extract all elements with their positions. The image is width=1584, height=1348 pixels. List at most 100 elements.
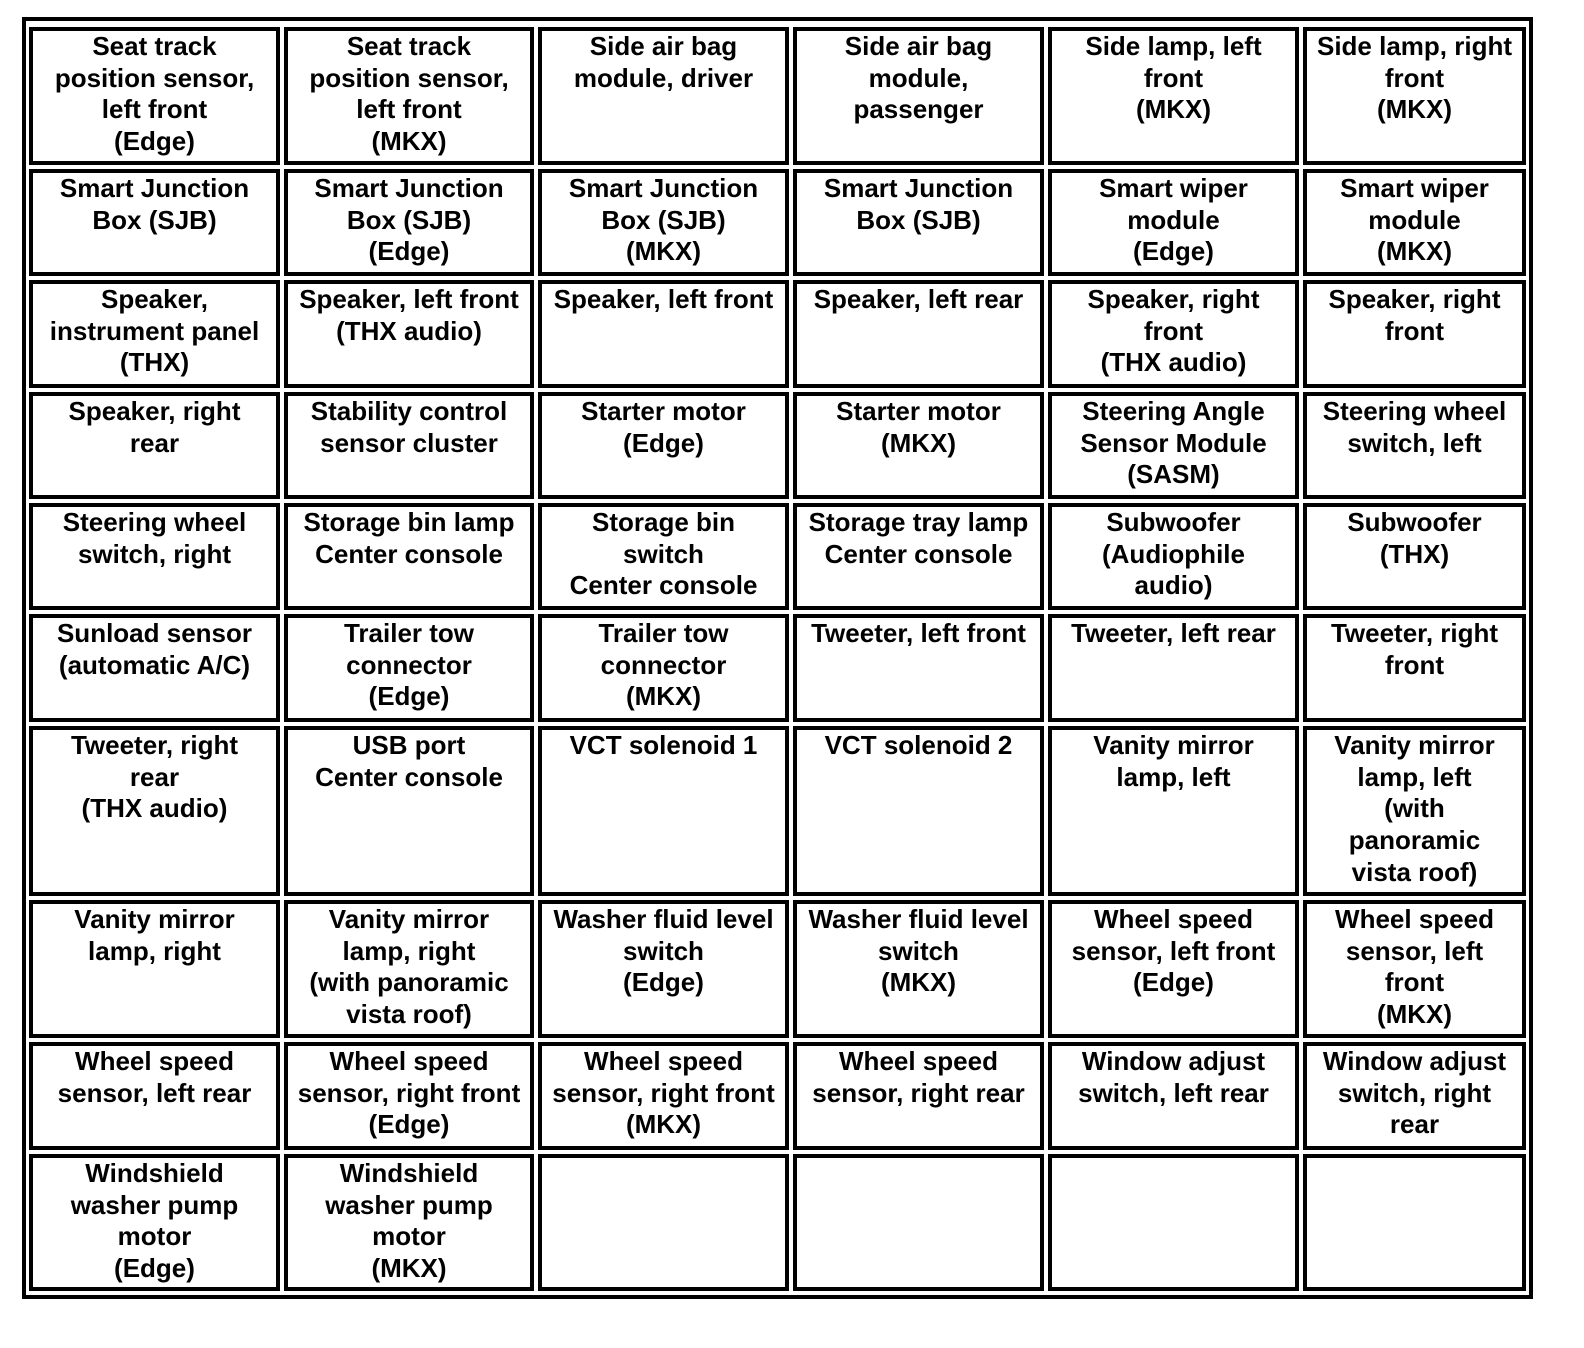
- table-cell: VCT solenoid 1: [538, 726, 789, 896]
- cell-label: Storage tray lamp Center console: [808, 507, 1029, 569]
- table-cell: Vanity mirror lamp, left (with panoramic…: [1303, 726, 1526, 896]
- cell-label: Vanity mirror lamp, left (with panoramic…: [1334, 730, 1495, 887]
- cell-label: Smart wiper module (Edge): [1099, 173, 1248, 267]
- cell-label: Wheel speed sensor, left front (Edge): [1071, 904, 1276, 998]
- table-cell: Smart wiper module (Edge): [1048, 169, 1299, 276]
- table-cell: Storage bin switch Center console: [538, 503, 789, 610]
- cell-label: Wheel speed sensor, right rear: [812, 1046, 1025, 1108]
- table-cell: Smart Junction Box (SJB) (MKX): [538, 169, 789, 276]
- table-cell: Windshield washer pump motor (MKX): [284, 1154, 534, 1291]
- cell-label: Seat track position sensor, left front (…: [309, 31, 509, 157]
- cell-label: Smart Junction Box (SJB) (Edge): [314, 173, 504, 267]
- cell-label: VCT solenoid 1: [569, 730, 758, 760]
- cell-label: Starter motor (MKX): [836, 396, 1001, 458]
- cell-label: USB port Center console: [315, 730, 503, 792]
- table-cell: Vanity mirror lamp, right (with panorami…: [284, 900, 534, 1038]
- cell-label: Steering wheel switch, left: [1322, 396, 1507, 458]
- cell-label: Stability control sensor cluster: [310, 396, 508, 458]
- table-cell: Window adjust switch, left rear: [1048, 1042, 1299, 1150]
- cell-label: Speaker, left front (THX audio): [299, 284, 519, 346]
- table-cell: Starter motor (MKX): [793, 392, 1044, 499]
- table-cell: [538, 1154, 789, 1291]
- cell-label: Windshield washer pump motor (MKX): [325, 1158, 493, 1284]
- table-cell: Side lamp, left front (MKX): [1048, 27, 1299, 165]
- table-cell: Steering wheel switch, left: [1303, 392, 1526, 499]
- cell-label: Vanity mirror lamp, left: [1093, 730, 1254, 792]
- table-cell: Wheel speed sensor, left rear: [29, 1042, 280, 1150]
- table-cell: Speaker, right front: [1303, 280, 1526, 388]
- cell-label: Side lamp, right front (MKX): [1316, 31, 1513, 125]
- cell-label: Trailer tow connector (MKX): [598, 618, 729, 712]
- cell-label: Side lamp, left front (MKX): [1085, 31, 1262, 125]
- table-cell: Speaker, right front (THX audio): [1048, 280, 1299, 388]
- table-cell: Storage bin lamp Center console: [284, 503, 534, 610]
- table-cell: Seat track position sensor, left front (…: [29, 27, 280, 165]
- table-cell: Tweeter, left front: [793, 614, 1044, 722]
- cell-label: Wheel speed sensor, right front (Edge): [297, 1046, 521, 1140]
- table-cell: Speaker, left front: [538, 280, 789, 388]
- table-cell: Vanity mirror lamp, left: [1048, 726, 1299, 896]
- table-cell: Smart wiper module (MKX): [1303, 169, 1526, 276]
- cell-label: Wheel speed sensor, right front (MKX): [552, 1046, 775, 1140]
- table-cell: Washer fluid level switch (MKX): [793, 900, 1044, 1038]
- table-cell: Steering Angle Sensor Module (SASM): [1048, 392, 1299, 499]
- table-cell: [793, 1154, 1044, 1291]
- cell-label: Smart Junction Box (SJB) (MKX): [568, 173, 759, 267]
- table-cell: Side lamp, right front (MKX): [1303, 27, 1526, 165]
- table-cell: Speaker, instrument panel (THX): [29, 280, 280, 388]
- table-cell: Smart Junction Box (SJB) (Edge): [284, 169, 534, 276]
- table-cell: Side air bag module, passenger: [793, 27, 1044, 165]
- table-cell: Wheel speed sensor, right front (MKX): [538, 1042, 789, 1150]
- cell-label: Speaker, right rear: [68, 396, 241, 458]
- table-cell: Trailer tow connector (MKX): [538, 614, 789, 722]
- table-cell: Tweeter, left rear: [1048, 614, 1299, 722]
- table-cell: Tweeter, right front: [1303, 614, 1526, 722]
- table-cell: Subwoofer (THX): [1303, 503, 1526, 610]
- table-cell: Smart Junction Box (SJB): [29, 169, 280, 276]
- table-cell: Seat track position sensor, left front (…: [284, 27, 534, 165]
- cell-label: Speaker, left rear: [813, 284, 1024, 314]
- cell-label: Storage bin switch Center console: [569, 507, 758, 601]
- cell-label: Washer fluid level switch (Edge): [553, 904, 774, 998]
- cell-label: Trailer tow connector (Edge): [343, 618, 475, 712]
- table-cell: Washer fluid level switch (Edge): [538, 900, 789, 1038]
- table-cell: Wheel speed sensor, left front (Edge): [1048, 900, 1299, 1038]
- table-cell: Trailer tow connector (Edge): [284, 614, 534, 722]
- cell-label: Smart Junction Box (SJB): [59, 173, 250, 235]
- table-cell: Steering wheel switch, right: [29, 503, 280, 610]
- table-cell: Tweeter, right rear (THX audio): [29, 726, 280, 896]
- cell-label: Washer fluid level switch (MKX): [808, 904, 1029, 998]
- cell-label: Steering Angle Sensor Module (SASM): [1080, 396, 1267, 490]
- table-cell: [1048, 1154, 1299, 1291]
- cell-label: Side air bag module, passenger: [844, 31, 993, 125]
- cell-label: Wheel speed sensor, left front (MKX): [1335, 904, 1494, 1030]
- component-table: Seat track position sensor, left front (…: [22, 17, 1533, 1299]
- cell-label: Seat track position sensor, left front (…: [54, 31, 255, 157]
- table-cell: Stability control sensor cluster: [284, 392, 534, 499]
- cell-label: VCT solenoid 2: [824, 730, 1013, 760]
- table-cell: Speaker, left rear: [793, 280, 1044, 388]
- table-cell: Vanity mirror lamp, right: [29, 900, 280, 1038]
- cell-label: Tweeter, left front: [811, 618, 1026, 648]
- table-cell: Windshield washer pump motor (Edge): [29, 1154, 280, 1291]
- cell-label: Wheel speed sensor, left rear: [57, 1046, 252, 1108]
- table-cell: Wheel speed sensor, right rear: [793, 1042, 1044, 1150]
- cell-label: Windshield washer pump motor (Edge): [70, 1158, 239, 1284]
- table-cell: Wheel speed sensor, left front (MKX): [1303, 900, 1526, 1038]
- cell-label: Smart Junction Box (SJB): [823, 173, 1014, 235]
- cell-label: Speaker, right front (THX audio): [1087, 284, 1260, 378]
- table-cell: VCT solenoid 2: [793, 726, 1044, 896]
- cell-label: Window adjust switch, right rear: [1322, 1046, 1507, 1140]
- cell-label: Vanity mirror lamp, right (with panorami…: [309, 904, 509, 1030]
- cell-label: Steering wheel switch, right: [62, 507, 247, 569]
- cell-label: Starter motor (Edge): [581, 396, 746, 458]
- table-cell: Side air bag module, driver: [538, 27, 789, 165]
- cell-label: Sunload sensor (automatic A/C): [56, 618, 253, 680]
- table-cell: Subwoofer (Audiophile audio): [1048, 503, 1299, 610]
- table-cell: Speaker, left front (THX audio): [284, 280, 534, 388]
- cell-label: Smart wiper module (MKX): [1340, 173, 1489, 267]
- cell-label: Subwoofer (THX): [1347, 507, 1482, 569]
- cell-label: Tweeter, right rear (THX audio): [70, 730, 239, 824]
- table-cell: Wheel speed sensor, right front (Edge): [284, 1042, 534, 1150]
- table-cell: Sunload sensor (automatic A/C): [29, 614, 280, 722]
